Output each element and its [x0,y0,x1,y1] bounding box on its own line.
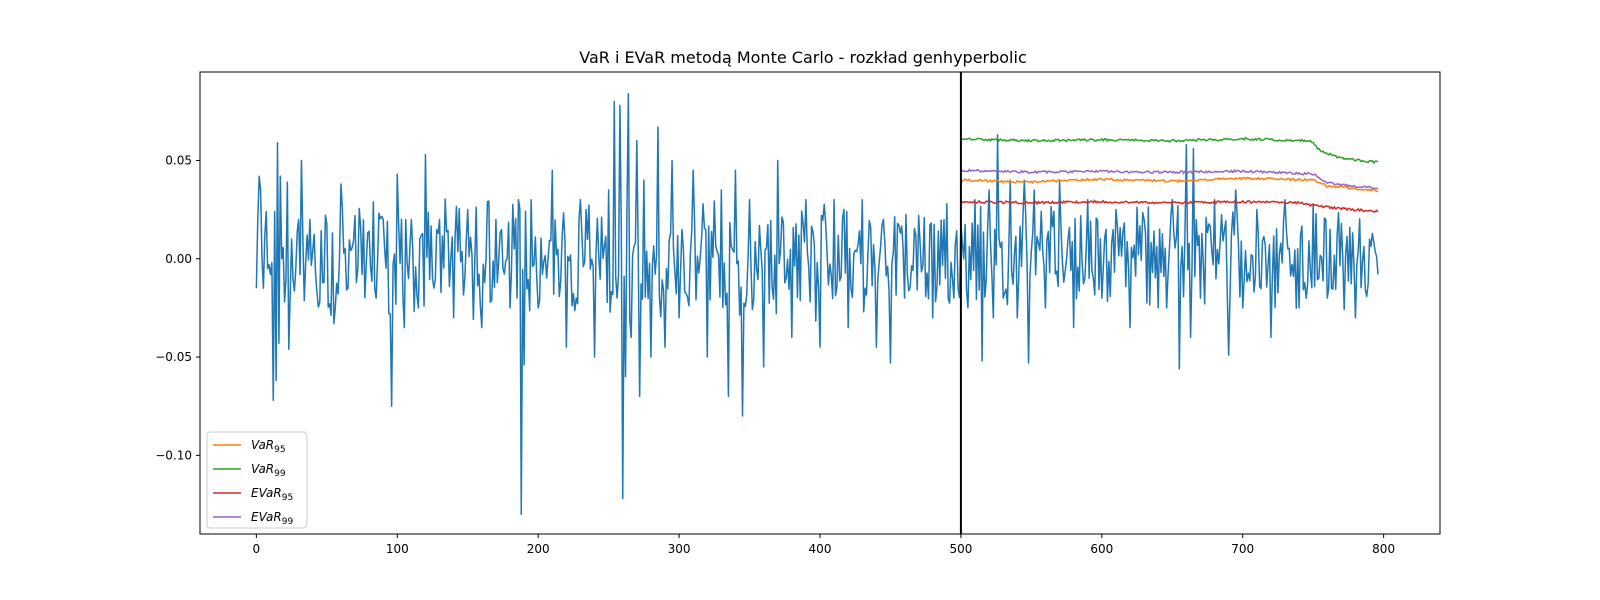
x-tick-label: 200 [527,542,550,556]
x-tick-label: 100 [386,542,409,556]
chart-title: VaR i EVaR metodą Monte Carlo - rozkład … [579,48,1027,67]
x-tick-label: 500 [949,542,972,556]
series-line-evar-95 [960,199,1379,213]
x-tick-label: 600 [1090,542,1113,556]
series-line-var-99 [960,136,1379,165]
x-tick-label: 700 [1231,542,1254,556]
x-tick-label: 0 [253,542,261,556]
x-tick-label: 300 [668,542,691,556]
y-tick-label: 0.00 [165,252,192,266]
x-tick-label: 400 [809,542,832,556]
y-tick-label: −0.10 [155,448,192,462]
y-tick-label: 0.05 [165,153,192,167]
series-line-evar-99 [960,168,1379,190]
legend-box [206,431,308,529]
x-tick-label: 800 [1372,542,1395,556]
y-tick-label: −0.05 [155,350,192,364]
series-line-var-95 [960,176,1379,193]
returns-line [255,92,1379,516]
